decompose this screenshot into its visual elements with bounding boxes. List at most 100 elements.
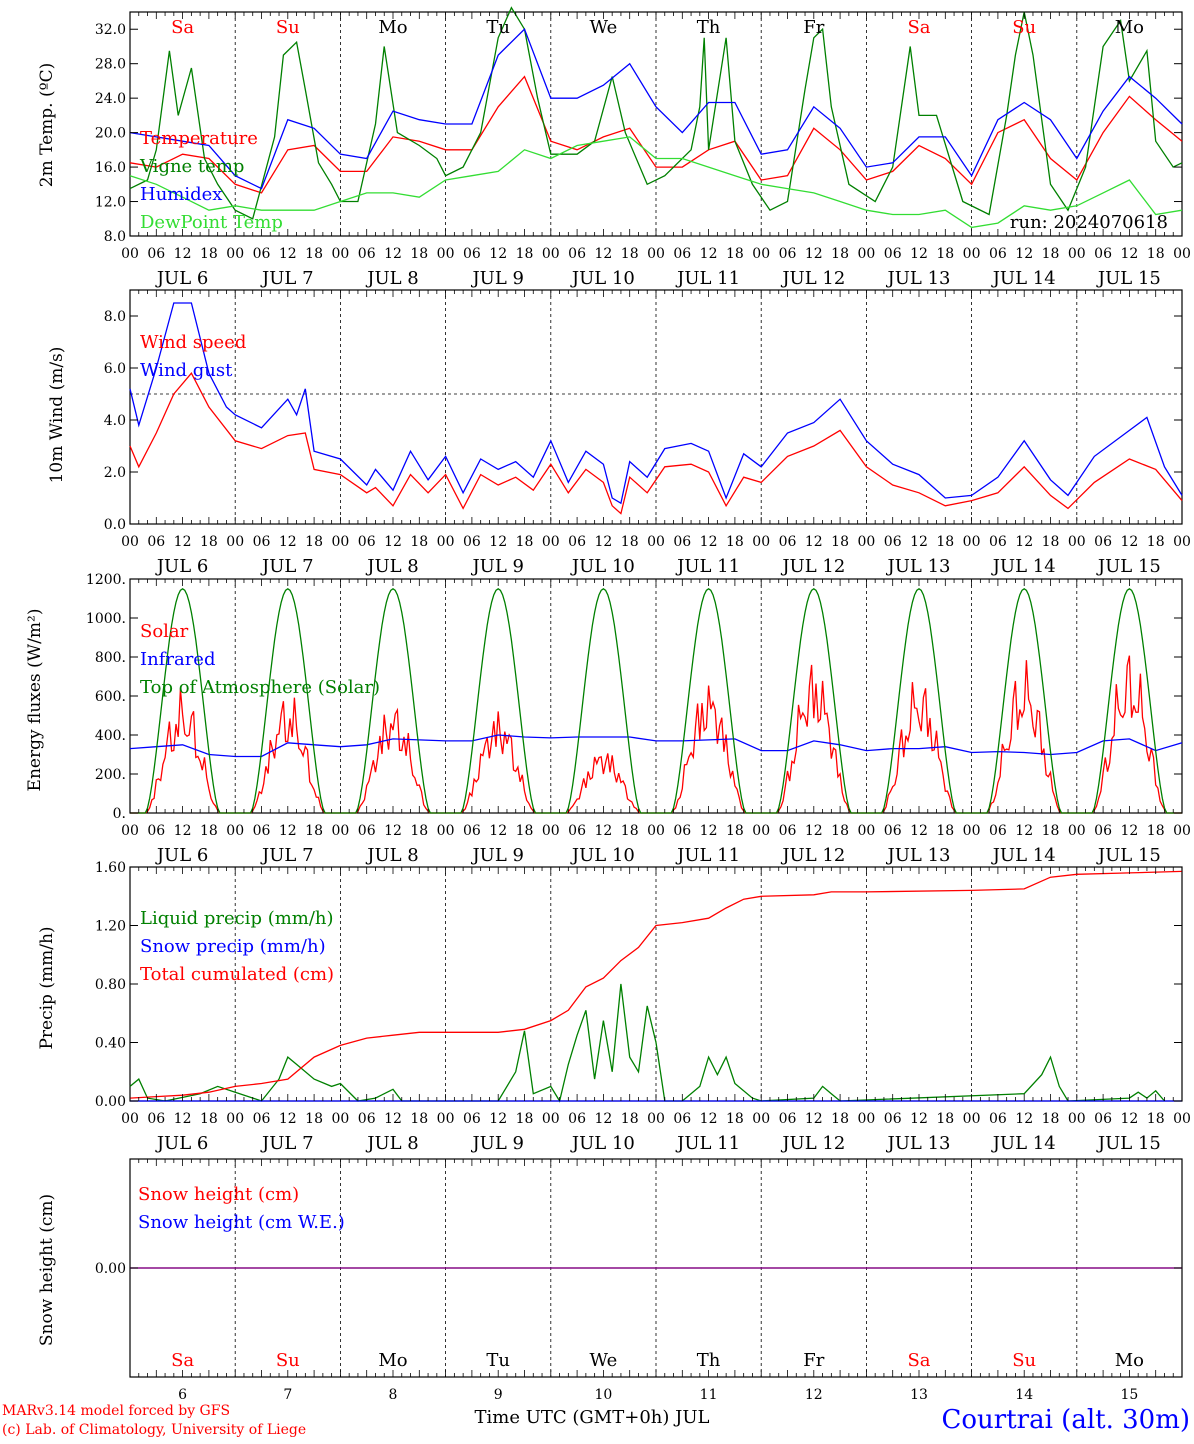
hour-label: 06 [673, 246, 691, 262]
y-tick-label: 1000. [86, 611, 126, 627]
date-label: JUL 12 [780, 1133, 845, 1154]
day-abbr-bottom: Tu [486, 1350, 510, 1371]
hour-label: 00 [542, 534, 560, 550]
date-label: JUL 6 [155, 1133, 209, 1154]
hour-label: 06 [358, 534, 376, 550]
hour-label: 12 [384, 1111, 402, 1127]
day-abbr-top: Su [276, 17, 300, 38]
hour-label: 12 [805, 823, 823, 839]
hour-label: 00 [963, 1111, 981, 1127]
hour-label: 00 [542, 1111, 560, 1127]
panel-1-frame [129, 11, 1183, 237]
hour-label: 18 [200, 246, 218, 262]
date-label: JUL 14 [991, 845, 1056, 866]
hour-label: 18 [516, 1111, 534, 1127]
hour-label: 06 [673, 823, 691, 839]
hour-label: 12 [805, 534, 823, 550]
hour-label: 18 [1042, 534, 1060, 550]
day-number: 11 [700, 1387, 718, 1403]
y-tick-label: 16.0 [95, 160, 126, 176]
y-tick-label: 0.00 [95, 1261, 126, 1277]
hour-label: 00 [226, 534, 244, 550]
hour-label: 00 [1068, 1111, 1086, 1127]
date-label: JUL 15 [1096, 268, 1161, 289]
hour-label: 06 [884, 823, 902, 839]
date-label: JUL 10 [570, 1133, 635, 1154]
date-label: JUL 13 [886, 845, 951, 866]
hour-label: 18 [621, 823, 639, 839]
date-label: JUL 13 [886, 268, 951, 289]
hour-label: 06 [463, 823, 481, 839]
day-number: 9 [494, 1387, 503, 1403]
hour-label: 06 [989, 246, 1007, 262]
date-label: JUL 14 [991, 1133, 1056, 1154]
date-label: JUL 14 [991, 556, 1056, 577]
panel-4-ylabel: Precip (mm/h) [37, 926, 57, 1049]
hour-label: 06 [358, 823, 376, 839]
hour-label: 12 [700, 534, 718, 550]
hour-label: 12 [174, 246, 192, 262]
series-line-humidex [129, 28, 1183, 190]
hour-label: 12 [1015, 1111, 1033, 1127]
hour-label: 18 [200, 1111, 218, 1127]
day-abbr-bottom: Mo [378, 1350, 407, 1371]
hour-label: 00 [226, 823, 244, 839]
day-number: 10 [594, 1387, 612, 1403]
hour-label: 18 [200, 534, 218, 550]
legend-humidex: Humidex [140, 184, 222, 205]
date-label: JUL 10 [570, 268, 635, 289]
hour-label: 00 [331, 1111, 349, 1127]
date-label: JUL 14 [991, 268, 1056, 289]
day-abbr-top: Su [1012, 17, 1036, 38]
hour-label: 18 [305, 823, 323, 839]
hour-label: 06 [463, 1111, 481, 1127]
day-abbr-top: Tu [486, 17, 510, 38]
day-abbr-top: Sa [907, 17, 930, 38]
hour-label: 00 [542, 823, 560, 839]
day-abbr-top: Mo [1115, 17, 1144, 38]
date-label: JUL 11 [675, 1133, 740, 1154]
hour-label: 18 [200, 823, 218, 839]
y-tick-label: 32.0 [95, 22, 126, 38]
hour-label: 00 [437, 534, 455, 550]
hour-label: 06 [463, 246, 481, 262]
y-tick-label: 800. [95, 650, 126, 666]
hour-label: 00 [1068, 246, 1086, 262]
date-label: JUL 15 [1096, 1133, 1161, 1154]
hour-label: 06 [253, 1111, 271, 1127]
y-tick-label: 0.80 [95, 977, 126, 993]
hour-label: 06 [568, 823, 586, 839]
series-line-temperature [129, 75, 1183, 194]
hour-label: 18 [621, 246, 639, 262]
hour-label: 18 [305, 1111, 323, 1127]
hour-label: 06 [673, 1111, 691, 1127]
day-abbr-bottom: Su [1012, 1350, 1036, 1371]
date-label: JUL 15 [1096, 556, 1161, 577]
hour-label: 12 [1120, 823, 1138, 839]
y-tick-label: 1.20 [95, 919, 126, 935]
hour-label: 18 [831, 1111, 849, 1127]
series-line-wind-speed [129, 372, 1183, 515]
date-label: JUL 12 [780, 268, 845, 289]
hour-label: 06 [673, 534, 691, 550]
legend-infrared: Infrared [140, 649, 215, 670]
hour-label: 12 [594, 534, 612, 550]
day-number: 8 [389, 1387, 398, 1403]
y-tick-label: 0.00 [95, 1094, 126, 1110]
legend-dewpoint-temp: DewPoint Temp [140, 212, 283, 233]
hour-label: 18 [410, 246, 428, 262]
day-abbr-top: We [590, 17, 618, 38]
hour-label: 12 [384, 246, 402, 262]
hour-label: 06 [358, 1111, 376, 1127]
series-line-total-cumulated-cm- [129, 870, 1183, 1099]
y-tick-label: 600. [95, 689, 126, 705]
hour-label: 00 [121, 1111, 139, 1127]
hour-label: 06 [358, 246, 376, 262]
hour-label: 18 [726, 823, 744, 839]
y-tick-label: 20.0 [95, 126, 126, 142]
hour-label: 12 [489, 246, 507, 262]
hour-label: 06 [147, 823, 165, 839]
date-label: JUL 6 [155, 268, 209, 289]
hour-label: 12 [174, 823, 192, 839]
